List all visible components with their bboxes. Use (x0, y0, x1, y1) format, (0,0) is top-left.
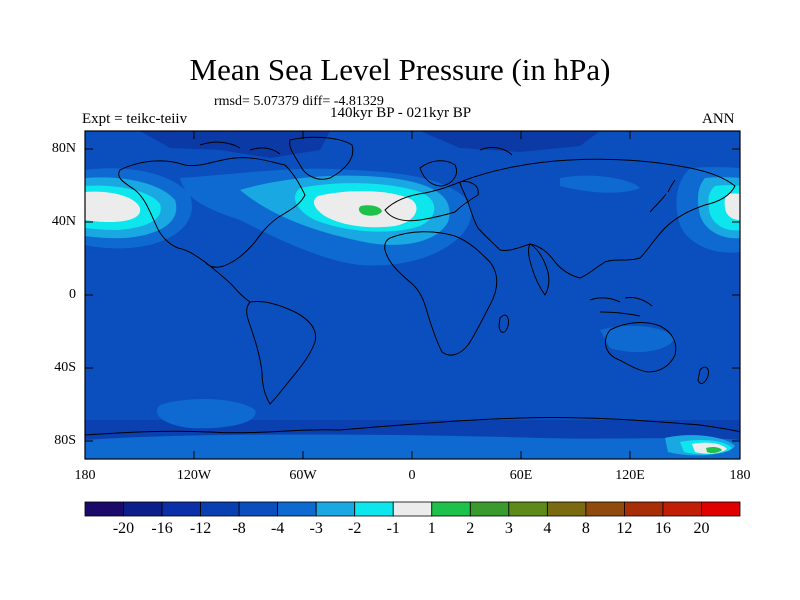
lon-tick-label: 120E (615, 468, 645, 483)
colorbar-swatch (392, 501, 433, 517)
arctic-dark-patch (140, 131, 330, 158)
stats-subtitle: rmsd= 5.07379 diff= -4.81329 (214, 94, 384, 109)
colorbar-label: 12 (616, 520, 633, 537)
lon-tick-label: 180 (729, 468, 751, 483)
colorbar (84, 501, 741, 517)
colorbar-swatch (238, 501, 279, 517)
lon-tick-label: 60E (509, 468, 533, 483)
arctic-dark-patch (420, 131, 600, 152)
colorbar-swatch (123, 501, 163, 517)
colorbar-swatch (277, 501, 317, 517)
colorbar-swatch (469, 501, 510, 517)
lon-tick-label: 0 (408, 468, 416, 483)
colorbar-label: 1 (427, 520, 436, 537)
lon-tick-label: 120W (176, 468, 212, 483)
colorbar-swatch (161, 501, 201, 517)
east-asia-patch (560, 175, 640, 193)
colorbar-label: 20 (693, 520, 710, 537)
colorbar-label: -16 (151, 520, 173, 537)
lat-tick-label: 80S (54, 433, 76, 448)
experiment-label: Expt = teikc-teiiv (82, 111, 188, 127)
colorbar-swatch (431, 501, 471, 517)
lon-tick-label: 60W (289, 468, 317, 483)
pressure-field (85, 131, 740, 459)
north-pacific-white-east (724, 193, 740, 220)
coastlines (85, 136, 740, 436)
colorbar-label: -3 (309, 520, 323, 537)
colorbar-swatch (84, 501, 124, 517)
antarctic-band (85, 434, 740, 459)
colorbar-label: -8 (232, 520, 246, 537)
north-atlantic-green (358, 205, 382, 216)
colorbar-label: -12 (189, 520, 212, 537)
colorbar-label: 16 (654, 520, 671, 537)
season-label: ANN (702, 111, 735, 127)
lon-tick-label: 180 (74, 468, 96, 483)
page-title: Mean Sea Level Pressure (in hPa) (189, 52, 611, 87)
lat-tick-label: 0 (69, 287, 76, 302)
colorbar-swatch (508, 501, 548, 517)
colorbar-swatch (315, 501, 356, 517)
colorbar-swatch (546, 501, 587, 517)
south-pacific-patch (156, 398, 256, 429)
lat-tick-label: 40S (54, 360, 76, 375)
north-pacific-white-west (85, 191, 141, 222)
colorbar-label: 4 (543, 520, 552, 537)
colorbar-label: -20 (112, 520, 135, 537)
colorbar-swatch (701, 501, 741, 517)
colorbar-swatch (200, 501, 240, 517)
lat-tick-label: 40N (51, 214, 76, 229)
australia-patch (600, 325, 675, 353)
colorbar-swatch (624, 501, 664, 517)
colorbar-swatch (662, 501, 702, 517)
colorbar-label: 8 (581, 520, 590, 537)
antarctic-green (706, 446, 722, 454)
axis-ticks (85, 131, 740, 459)
colorbar-swatch (585, 501, 625, 517)
colorbar-label: -4 (270, 520, 285, 537)
lat-tick-label: 80N (51, 141, 76, 156)
colorbar-swatch (354, 501, 394, 517)
colorbar-label: -2 (348, 520, 362, 537)
colorbar-label: -1 (386, 520, 400, 537)
colorbar-label: 3 (504, 520, 513, 537)
period-subtitle: 140kyr BP - 021kyr BP (330, 105, 472, 121)
colorbar-label: 2 (466, 520, 475, 537)
